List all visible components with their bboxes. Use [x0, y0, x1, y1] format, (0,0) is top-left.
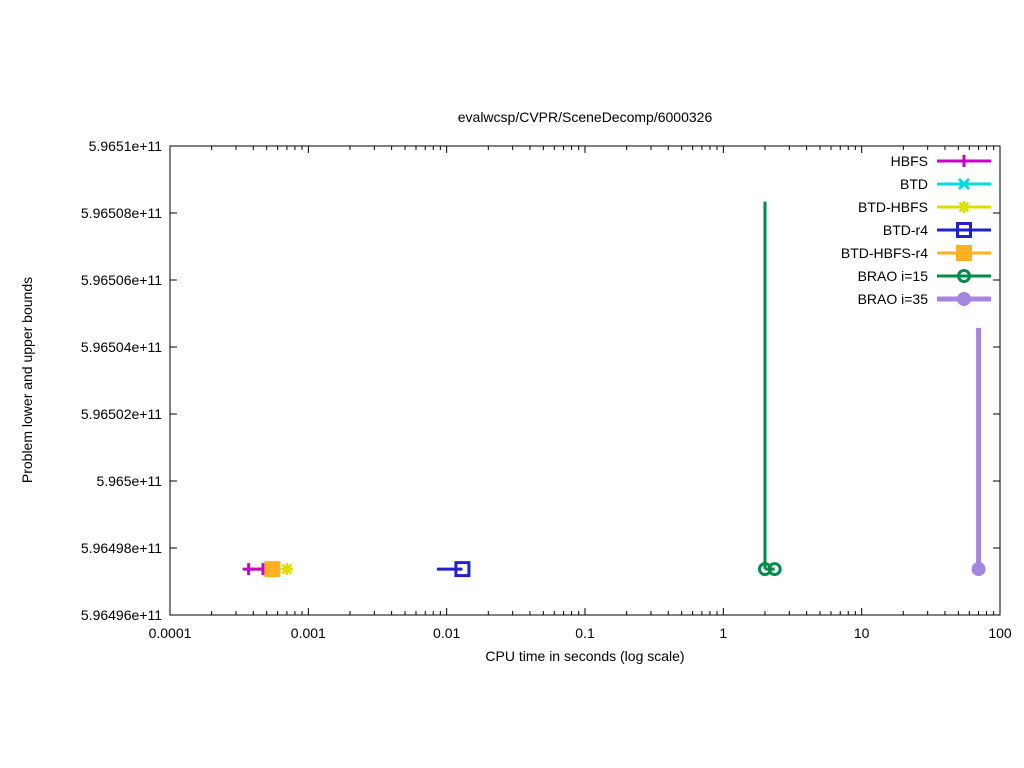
legend-entry-brao-i-35: BRAO i=35 — [858, 291, 991, 307]
y-tick-label: 5.96506e+11 — [81, 272, 162, 288]
x-tick-label: 10 — [854, 625, 870, 641]
legend-label: BTD-HBFS — [858, 199, 928, 215]
marker-plus — [958, 155, 970, 167]
legend-entry-brao-i-15: BRAO i=15 — [858, 268, 991, 284]
marker-circle-filled — [957, 292, 971, 306]
x-tick-label: 0.001 — [291, 625, 326, 641]
marker-cross — [957, 177, 971, 191]
plot-border — [169, 145, 1001, 616]
series-btd-r4 — [436, 561, 471, 578]
series-brao-i-35 — [971, 327, 986, 577]
series-brao-i-15 — [757, 201, 782, 577]
legend-label: BTD-HBFS-r4 — [841, 245, 928, 261]
legend-entry-hbfs: HBFS — [891, 153, 991, 169]
marker-square-open — [454, 561, 471, 578]
y-axis-label: Problem lower and upper bounds — [19, 277, 35, 483]
x-tick-label: 0.1 — [575, 625, 595, 641]
x-axis-label: CPU time in seconds (log scale) — [485, 648, 684, 664]
marker-square-filled — [956, 245, 972, 261]
legend-entry-btd-hbfs-r4: BTD-HBFS-r4 — [841, 245, 991, 261]
marker-asterisk — [280, 563, 293, 576]
legend-label: BRAO i=15 — [858, 268, 929, 284]
marker-asterisk — [958, 201, 970, 213]
marker-plus — [242, 563, 255, 576]
series-btd-hbfs-r4 — [264, 561, 281, 578]
legend-label: BTD — [900, 176, 928, 192]
marker-square-open — [956, 222, 972, 238]
legend-entry-btd-r4: BTD-r4 — [883, 222, 991, 238]
series-btd-hbfs — [280, 563, 293, 576]
axes: 5.96496e+11 5.96498e+11 5.965e+11 5.96502e+… — [81, 138, 1012, 641]
legend: HBFS BTD BTD-HBFS BTD-r4 BTD-HBFS-r4 BRAO i=1… — [841, 153, 991, 307]
x-tick-label: 0.01 — [433, 625, 460, 641]
x-tick-label: 0.0001 — [149, 625, 192, 641]
y-tick-label: 5.9651e+11 — [89, 138, 163, 154]
y-tick-label: 5.96498e+11 — [81, 540, 162, 556]
y-tick-label: 5.96504e+11 — [81, 339, 162, 355]
legend-label: BTD-r4 — [883, 222, 928, 238]
chart-title: evalwcsp/CVPR/SceneDecomp/6000326 — [458, 109, 713, 125]
y-tick-label: 5.96508e+11 — [81, 205, 162, 221]
x-tick-label: 100 — [988, 625, 1012, 641]
y-tick-label: 5.96496e+11 — [81, 607, 162, 623]
marker-circle-filled — [971, 562, 986, 577]
x-tick-label: 1 — [719, 625, 727, 641]
data-series — [242, 201, 986, 578]
y-tick-label: 5.965e+11 — [96, 473, 162, 489]
y-tick-label: 5.96502e+11 — [81, 406, 162, 422]
series-hbfs — [242, 563, 269, 576]
legend-entry-btd: BTD — [900, 176, 991, 192]
legend-label: BRAO i=35 — [858, 291, 929, 307]
marker-circle-open — [767, 562, 782, 577]
legend-entry-btd-hbfs: BTD-HBFS — [858, 199, 991, 215]
legend-label: HBFS — [891, 153, 928, 169]
marker-square-filled — [264, 561, 281, 578]
marker-circle-open — [957, 269, 971, 283]
